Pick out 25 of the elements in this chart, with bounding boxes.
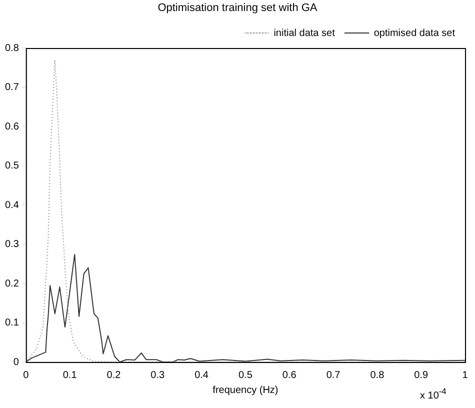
x-tick-label: 0.4 [194, 370, 209, 381]
y-tick-label: 0.1 [4, 318, 20, 328]
y-tick-label: 0.8 [4, 42, 20, 54]
y-tick-label: 0.7 [4, 82, 20, 93]
x-tick-label: 0.9 [414, 370, 428, 381]
legend-label: optimised data set [374, 28, 456, 39]
y-tick-label: 0.3 [4, 239, 20, 250]
y-tick-label: 0 [13, 356, 20, 368]
x-tick-label: 0.1 [62, 370, 78, 381]
text: x 10$^{-4}$ [420, 386, 446, 402]
x-tick-label: 0.6 [282, 370, 297, 381]
x-tick-label: 0.2 [106, 370, 122, 381]
x-tick-label: 0.7 [326, 370, 341, 381]
y-tick-label: 0.4 [4, 200, 20, 211]
y-tick-label: 0.5 [4, 160, 20, 172]
x-tick-label: 0.3 [150, 370, 166, 381]
y-tick-label: 0.6 [4, 121, 20, 132]
x-tick-label: 0.8 [370, 370, 385, 381]
x-axis-title: frequency (Hz) [212, 384, 278, 396]
y-tick-label: 0.2 [4, 278, 20, 290]
legend-label: initial data set [274, 28, 336, 39]
x-tick-label: 0 [23, 370, 30, 381]
x-tick-label: 1 [462, 370, 468, 381]
x-tick-label: 0.5 [238, 370, 253, 381]
chart-title: Optimisation training set with GA [156, 2, 318, 14]
